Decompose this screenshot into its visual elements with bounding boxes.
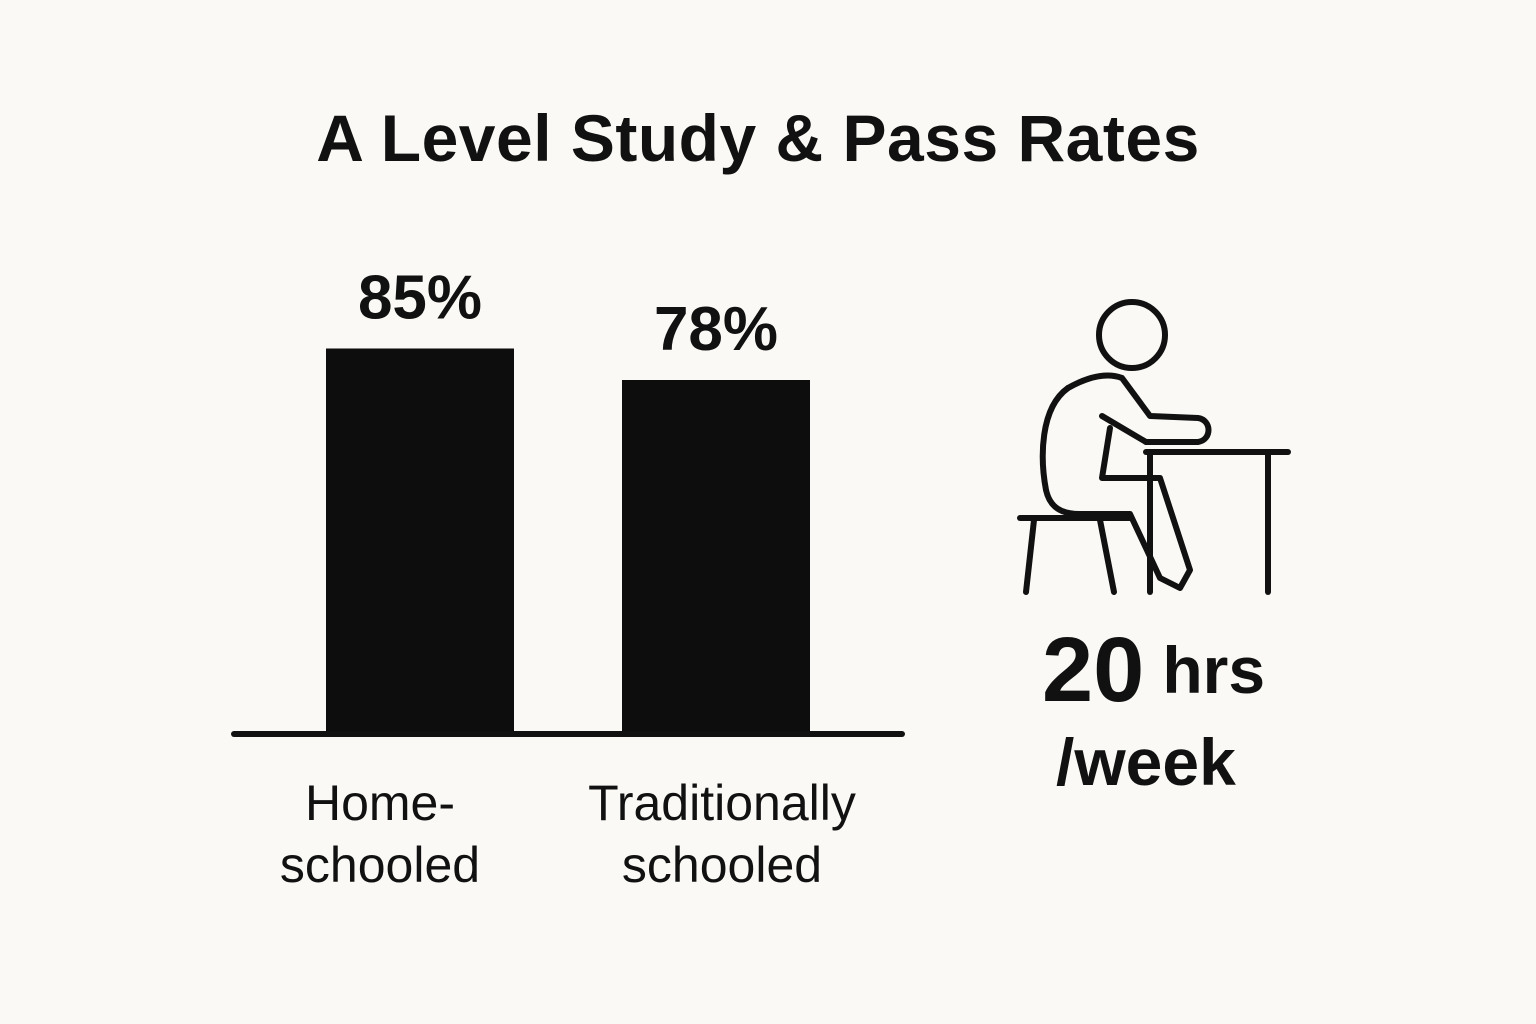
study-hours-value: 20	[1042, 619, 1145, 721]
bar-1	[622, 380, 810, 731]
bars-layer: 85% 78%	[326, 264, 810, 731]
category-label-home-schooled: Home- schooled	[279, 775, 481, 893]
bar-0	[326, 348, 514, 731]
study-hours-unit: hrs	[1162, 633, 1266, 707]
category-label-traditionally-schooled: Traditionally schooled	[588, 775, 856, 893]
study-hours-stat: 20 hrs /week	[1030, 620, 1330, 800]
bar-chart: 85% 78%	[231, 264, 905, 737]
bar-value-label-1: 78%	[654, 295, 778, 364]
student-at-desk-icon	[1017, 299, 1291, 595]
study-hours-period: /week	[1056, 725, 1236, 799]
chart-title: A Level Study & Pass Rates	[316, 101, 1200, 175]
bar-value-label-0: 85%	[358, 264, 482, 333]
